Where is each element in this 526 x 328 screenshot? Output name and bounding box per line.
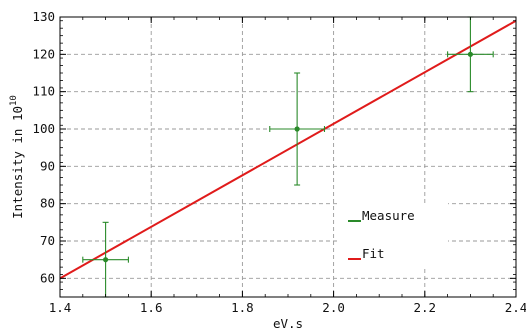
x-tick-label: 1.4 (49, 300, 72, 315)
legend: Measure Fit (340, 203, 448, 269)
x-tick-labels: 1.4 1.6 1.8 2.0 2.2 2.4 (49, 300, 526, 315)
x-tick-label: 2.0 (322, 300, 345, 315)
legend-measure-label: Measure (362, 208, 415, 223)
y-axis-title-exponent: 10 (9, 95, 19, 106)
data-point (269, 72, 326, 186)
y-tick-label: 80 (40, 196, 55, 211)
data-marker (294, 126, 300, 132)
data-point (82, 221, 129, 298)
y-axis-title: Intensity in 1010 (9, 95, 25, 219)
x-tick-label: 1.8 (231, 300, 254, 315)
y-tick-label: 100 (32, 121, 55, 136)
y-tick-label: 110 (32, 84, 55, 99)
y-tick-label: 70 (40, 233, 55, 248)
fit-line (59, 19, 517, 280)
legend-fit-label: Fit (362, 246, 385, 261)
y-tick-label: 130 (32, 9, 55, 24)
x-tick-label: 2.4 (505, 300, 526, 315)
x-tick-label: 1.6 (140, 300, 163, 315)
axis-ticks (59, 16, 517, 298)
y-tick-label: 120 (32, 46, 55, 61)
y-tick-labels: 60 70 80 90 100 110 120 130 (32, 9, 55, 285)
fit-series (59, 19, 517, 280)
data-point (447, 16, 494, 93)
x-axis-title: eV.s (273, 316, 303, 328)
y-tick-label: 90 (40, 158, 55, 173)
y-axis-title-base: Intensity in 10 (10, 106, 25, 219)
y-tick-label: 60 (40, 270, 55, 285)
x-tick-label: 2.2 (414, 300, 437, 315)
data-marker (103, 257, 109, 263)
data-marker (467, 51, 473, 57)
